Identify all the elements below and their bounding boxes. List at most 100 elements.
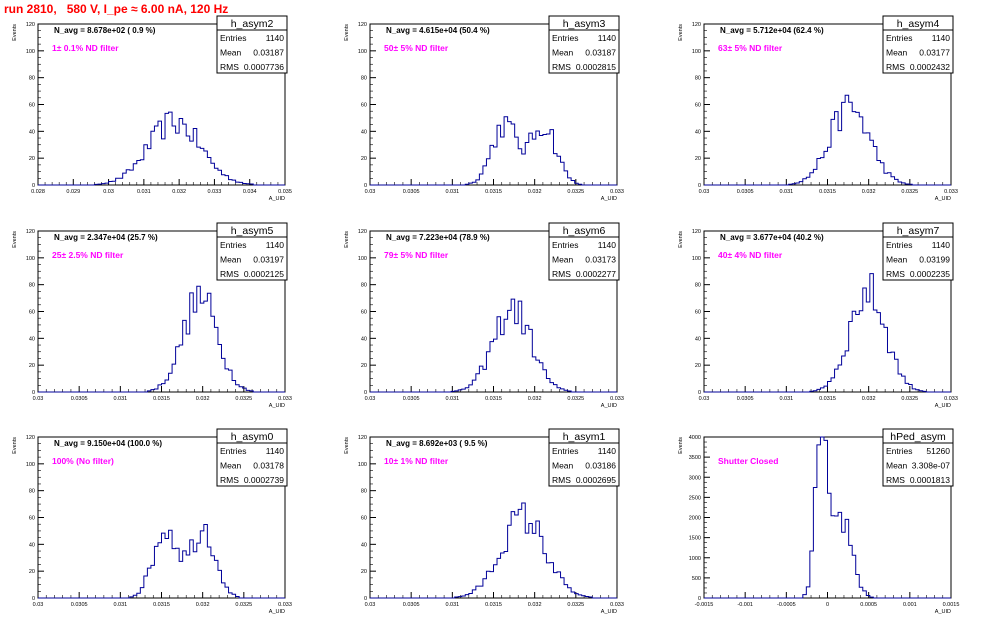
x-axis-title: A_UID xyxy=(601,609,617,615)
stat-label: Entries xyxy=(552,33,578,43)
stat-label: Mean xyxy=(552,461,574,471)
stat-value: 1140 xyxy=(932,33,951,43)
filter-annotation: 10± 1% ND filter xyxy=(384,456,449,466)
histogram-outline xyxy=(38,285,285,393)
stat-label: Mean xyxy=(552,255,574,265)
y-tick-label: 80 xyxy=(361,76,367,82)
x-tick-label: 0.0315 xyxy=(485,189,502,195)
y-axis-title: Events xyxy=(12,437,18,454)
histogram-panel-h_asym6: 0 20 40 60 80 100 120 0.03 0.0305 0.031 0.0315 0.03… xyxy=(344,222,624,409)
y-tick-label: 3500 xyxy=(689,455,701,461)
stat-value: 0.03178 xyxy=(253,461,284,471)
stat-value: 0.0002432 xyxy=(910,62,950,72)
stats-box-frame xyxy=(548,222,620,281)
y-tick-label: 60 xyxy=(695,103,701,109)
stat-label: Entries xyxy=(886,33,912,43)
stat-value: 51260 xyxy=(926,446,950,456)
y-tick-label: 20 xyxy=(695,156,701,162)
stats-box-frame xyxy=(216,222,288,281)
stats-box: hPed_asym Entries 51260 Mean 3.308e-07 RMS 0.0… xyxy=(882,428,954,487)
x-tick-label: 0.0315 xyxy=(485,602,502,608)
histogram-outline xyxy=(370,116,617,186)
x-tick-label: 0.03 xyxy=(699,396,710,402)
x-tick-label: 0 xyxy=(826,602,829,608)
stat-label: Mean xyxy=(220,48,242,58)
filter-annotation: 50± 5% ND filter xyxy=(384,43,449,53)
histogram-panel-hPed_asym: 0 500 1000 1500 2000 2500 3000 3500 4000 -0.0015 -… xyxy=(678,428,960,615)
x-tick-label: 0.0325 xyxy=(567,602,584,608)
histogram-outline xyxy=(38,111,285,186)
y-axis-title: Events xyxy=(678,231,684,248)
y-tick-label: 120 xyxy=(26,22,35,28)
stats-box: h_asym6 Entries 1140 Mean 0.03173 RMS 0.000227… xyxy=(548,222,620,281)
x-tick-label: 0.032 xyxy=(196,396,210,402)
y-tick-label: 2000 xyxy=(689,516,701,522)
x-tick-label: 0.033 xyxy=(610,602,624,608)
y-tick-label: 100 xyxy=(26,49,35,55)
y-tick-label: 80 xyxy=(29,283,35,289)
y-tick-label: 60 xyxy=(29,516,35,522)
y-tick-label: 20 xyxy=(29,156,35,162)
stats-box: h_asym0 Entries 1140 Mean 0.03178 RMS 0.000273… xyxy=(216,428,288,487)
y-tick-label: 120 xyxy=(358,229,367,235)
x-tick-label: 0.031 xyxy=(445,602,459,608)
x-tick-label: 0.031 xyxy=(137,189,151,195)
x-tick-label: 0.03 xyxy=(365,189,376,195)
filter-annotation: 100% (No filter) xyxy=(52,456,114,466)
stat-label: RMS xyxy=(220,475,239,485)
x-tick-label: 0.032 xyxy=(862,189,876,195)
y-tick-label: 20 xyxy=(361,569,367,575)
x-tick-label: 0.031 xyxy=(779,396,793,402)
x-tick-label: 0.035 xyxy=(278,189,292,195)
x-tick-label: -0.0005 xyxy=(777,602,796,608)
y-tick-label: 60 xyxy=(361,310,367,316)
stat-value: 1140 xyxy=(266,33,285,43)
stat-value: 0.0002277 xyxy=(576,269,616,279)
histogram-outline xyxy=(370,298,617,393)
stats-box-frame xyxy=(216,428,288,487)
x-tick-label: 0.0305 xyxy=(737,396,754,402)
x-tick-label: 0.0015 xyxy=(943,602,960,608)
filter-annotation: Shutter Closed xyxy=(718,456,778,466)
x-tick-label: 0.0005 xyxy=(860,602,877,608)
x-axis-title: A_UID xyxy=(601,403,617,409)
stat-label: Mean xyxy=(886,255,908,265)
x-tick-label: 0.033 xyxy=(610,189,624,195)
navg-label: N_avg = 8.678e+02 ( 0.9 %) xyxy=(54,26,156,35)
x-tick-label: 0.0325 xyxy=(235,602,252,608)
stat-label: Entries xyxy=(220,446,246,456)
stat-value: 0.0001813 xyxy=(910,475,950,485)
navg-label: N_avg = 9.150e+04 (100.0 %) xyxy=(54,439,162,448)
y-tick-label: 3000 xyxy=(689,475,701,481)
y-tick-label: 60 xyxy=(695,310,701,316)
stat-value: 0.0002125 xyxy=(244,269,284,279)
histogram-panel-h_asym2: 0 20 40 60 80 100 120 0.028 0.029 0.03 0.031 0.032 0… xyxy=(12,15,292,202)
y-tick-label: 120 xyxy=(692,229,701,235)
stat-label: Mean xyxy=(552,48,574,58)
x-tick-label: 0.0315 xyxy=(153,602,170,608)
y-tick-label: 0 xyxy=(698,183,701,189)
stat-value: 0.03173 xyxy=(585,255,616,265)
y-tick-label: 0 xyxy=(698,390,701,396)
y-tick-label: 2500 xyxy=(689,495,701,501)
run-title: run 2810, 580 V, I_pe ≈ 6.00 nA, 120 Hz xyxy=(4,2,229,16)
stats-box-frame xyxy=(882,15,954,74)
stat-value: 0.03177 xyxy=(919,48,950,58)
x-tick-label: 0.032 xyxy=(196,602,210,608)
x-tick-label: 0.033 xyxy=(208,189,222,195)
x-tick-label: 0.031 xyxy=(113,602,127,608)
stat-label: Entries xyxy=(886,240,912,250)
stats-box: h_asym3 Entries 1140 Mean 0.03187 RMS 0.000281… xyxy=(548,15,620,74)
stat-label: RMS xyxy=(552,475,571,485)
y-tick-label: 0 xyxy=(364,596,367,602)
stat-value: 0.03186 xyxy=(585,461,616,471)
x-tick-label: 0.0305 xyxy=(403,396,420,402)
y-tick-label: 1000 xyxy=(689,556,701,562)
navg-label: N_avg = 5.712e+04 (62.4 %) xyxy=(720,26,824,35)
stat-label: Mean xyxy=(886,48,908,58)
y-tick-label: 120 xyxy=(358,435,367,441)
histogram-outline xyxy=(704,273,951,393)
y-tick-label: 20 xyxy=(29,569,35,575)
stat-label: RMS xyxy=(220,62,239,72)
